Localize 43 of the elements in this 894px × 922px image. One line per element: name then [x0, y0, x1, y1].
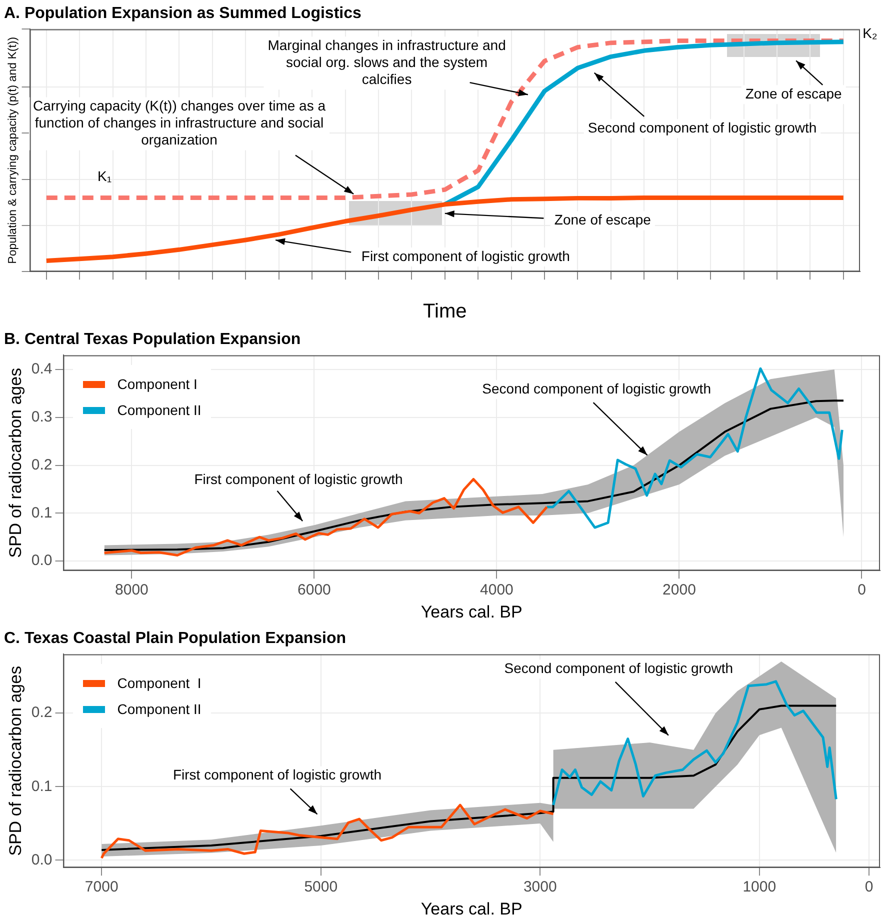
- y-tick-label: 0.0: [31, 552, 52, 570]
- y-tick-label: 0.1: [31, 504, 52, 522]
- annotation: Second component of logistic growth: [482, 380, 711, 397]
- annotation: Second component of logistic growth: [504, 660, 734, 676]
- y-axis-title: SPD of radiocarbon ages: [6, 666, 25, 856]
- x-tick-label: 7000: [84, 878, 118, 896]
- x-tick-label: 8000: [115, 582, 148, 599]
- x-tick-label: 6000: [298, 582, 331, 599]
- x-tick-label: 0: [858, 582, 866, 599]
- y-tick-label: 0.2: [31, 704, 52, 722]
- legend-label: Component I: [117, 376, 198, 392]
- legend-label: Component I: [117, 675, 202, 692]
- chart-title: B. Central Texas Population Expansion: [4, 331, 301, 348]
- x-axis-title: Time: [423, 300, 467, 323]
- annotation: First component of logistic growth: [194, 470, 403, 487]
- y-tick-label: 0.3: [31, 408, 52, 426]
- annotation: Carrying capacity (K(t)) changes over time as a function of changes in infrastructure and social organization: [32, 98, 326, 148]
- x-axis-title: Years cal. BP: [420, 899, 522, 918]
- y-tick-label: 0.2: [31, 456, 52, 474]
- y-axis-title: Population & carrying capacity (p(t) and K(t)): [7, 36, 20, 264]
- text: K₂: [862, 24, 878, 41]
- y-tick-label: 0.0: [31, 851, 52, 868]
- chart-title: C. Texas Coastal Plain Population Expansion: [4, 630, 346, 648]
- x-axis-title: Years cal. BP: [420, 602, 522, 622]
- y-tick-label: 0.4: [31, 360, 52, 378]
- annotation: Zone of escape: [745, 86, 842, 102]
- legend-label: Component II: [117, 701, 202, 718]
- x-tick-label: 3000: [523, 878, 557, 896]
- annotation: First component of logistic growth: [172, 766, 382, 783]
- x-tick-label: 5000: [304, 878, 338, 896]
- chart-title: A. Population Expansion as Summed Logistics: [4, 5, 362, 22]
- annotation: Marginal changes in infrastructure and social org. slows and the system calcifies: [268, 36, 506, 87]
- annotation: Second component of logistic growth: [588, 119, 817, 136]
- legend-label: Component II: [117, 402, 202, 418]
- y-tick-label: 0.1: [31, 778, 52, 795]
- x-tick-label: 2000: [662, 582, 696, 599]
- x-tick-label: 1000: [742, 878, 776, 896]
- annotation: First component of logistic growth: [361, 248, 570, 264]
- annotation: K₁: [97, 168, 112, 184]
- y-axis-title: SPD of radiocarbon ages: [6, 368, 25, 558]
- x-tick-label: 4000: [480, 582, 514, 599]
- annotation: Zone of escape: [554, 212, 652, 228]
- x-tick-label: 0: [864, 878, 874, 896]
